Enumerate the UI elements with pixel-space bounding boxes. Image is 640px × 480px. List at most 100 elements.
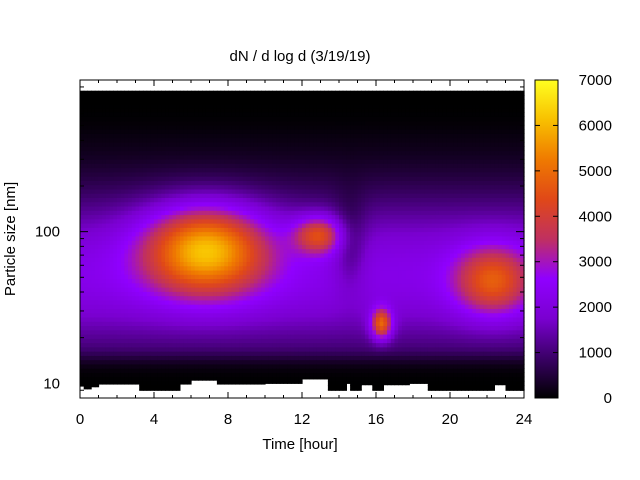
heatmap-cell [183, 287, 188, 292]
heatmap-cell [268, 197, 273, 203]
heatmap-cell [228, 129, 233, 134]
heatmap-cell [150, 295, 155, 301]
heatmap-cell [91, 385, 96, 388]
heatmap-cell [209, 129, 214, 134]
heatmap-cell [80, 201, 85, 207]
heatmap-cell [294, 180, 299, 186]
heatmap-cell [305, 274, 310, 280]
heatmap-cell [302, 363, 307, 369]
heatmap-cell [98, 137, 103, 143]
heatmap-cell [279, 227, 285, 233]
heatmap-cell [342, 265, 347, 271]
heatmap-cell [339, 150, 344, 156]
heatmap-cell [298, 342, 303, 348]
heatmap-cell [335, 180, 340, 186]
heatmap-cell [131, 158, 137, 164]
heatmap-cell [102, 278, 107, 284]
heatmap-cell [279, 295, 285, 301]
heatmap-cell [298, 291, 303, 297]
heatmap-cell [150, 150, 155, 156]
heatmap-cell [213, 150, 218, 156]
heatmap-cell [117, 321, 122, 327]
heatmap-cell [253, 176, 259, 181]
heatmap-cell [154, 312, 159, 318]
heatmap-cell [198, 308, 203, 314]
heatmap-cell [157, 325, 162, 331]
heatmap-cell [309, 304, 314, 309]
heatmap-cell [250, 244, 255, 250]
heatmap-cell [276, 94, 281, 100]
heatmap-cell [205, 346, 211, 352]
heatmap-cell [179, 359, 185, 365]
heatmap-cell [268, 231, 273, 237]
heatmap-cell [135, 214, 140, 220]
heatmap-cell [305, 129, 310, 134]
heatmap-cell [309, 346, 314, 352]
heatmap-cell [327, 308, 333, 314]
heatmap-cell [231, 295, 236, 301]
heatmap-cell [294, 308, 299, 314]
heatmap-cell [309, 295, 314, 301]
heatmap-cell [261, 231, 266, 237]
heatmap-cell [187, 116, 192, 122]
heatmap-cell [302, 329, 307, 335]
heatmap-cell [124, 265, 129, 271]
heatmap-cell [268, 205, 273, 211]
heatmap-cell [302, 338, 307, 344]
heatmap-cell [150, 278, 155, 284]
heatmap-cell [224, 231, 229, 237]
heatmap-cell [342, 287, 347, 292]
heatmap-cell [179, 90, 185, 96]
heatmap-cells [80, 90, 525, 391]
heatmap-cell [342, 316, 347, 322]
heatmap-cell [261, 158, 266, 164]
heatmap-cell [290, 188, 296, 194]
heatmap-cell [131, 291, 137, 297]
heatmap-cell [272, 205, 277, 211]
heatmap-cell [253, 184, 259, 190]
heatmap-cell [202, 184, 207, 190]
heatmap-cell [253, 308, 259, 314]
heatmap-cell [165, 389, 170, 391]
heatmap-cell [102, 231, 107, 237]
heatmap-cell [124, 116, 129, 122]
heatmap-cell [179, 107, 185, 113]
heatmap-cell [298, 355, 303, 361]
heatmap-cell [131, 141, 137, 147]
heatmap-cell [117, 325, 122, 331]
heatmap-cell [102, 124, 107, 130]
heatmap-cell [165, 227, 170, 233]
heatmap-cell [198, 214, 203, 220]
heatmap-cell [320, 316, 325, 322]
heatmap-cell [309, 141, 314, 147]
heatmap-cell [83, 171, 88, 177]
heatmap-cell [309, 252, 314, 258]
heatmap-cell [261, 363, 266, 369]
heatmap-cell [265, 188, 270, 194]
heatmap-cell [128, 291, 133, 297]
heatmap-cell [331, 116, 336, 122]
heatmap-cell [150, 107, 155, 113]
heatmap-cell [239, 380, 244, 385]
heatmap-cell [168, 278, 174, 284]
heatmap-cell [202, 124, 207, 130]
heatmap-cell [113, 188, 118, 194]
heatmap-cell [176, 231, 181, 237]
heatmap-cell [102, 372, 107, 378]
heatmap-cell [276, 214, 281, 220]
heatmap-cell [302, 188, 307, 194]
heatmap-cell [231, 291, 236, 297]
heatmap-cell [120, 235, 125, 241]
heatmap-cell [265, 376, 270, 382]
heatmap-cell [139, 99, 144, 105]
heatmap-cell [150, 342, 155, 348]
heatmap-cell [213, 94, 218, 100]
heatmap-cell [191, 321, 196, 327]
heatmap-cell [324, 376, 329, 380]
heatmap-cell [216, 176, 222, 181]
heatmap-cell [194, 291, 199, 297]
heatmap-cell [313, 146, 318, 152]
heatmap-cell [228, 146, 233, 152]
heatmap-cell [294, 325, 299, 331]
heatmap-cell [80, 99, 85, 105]
